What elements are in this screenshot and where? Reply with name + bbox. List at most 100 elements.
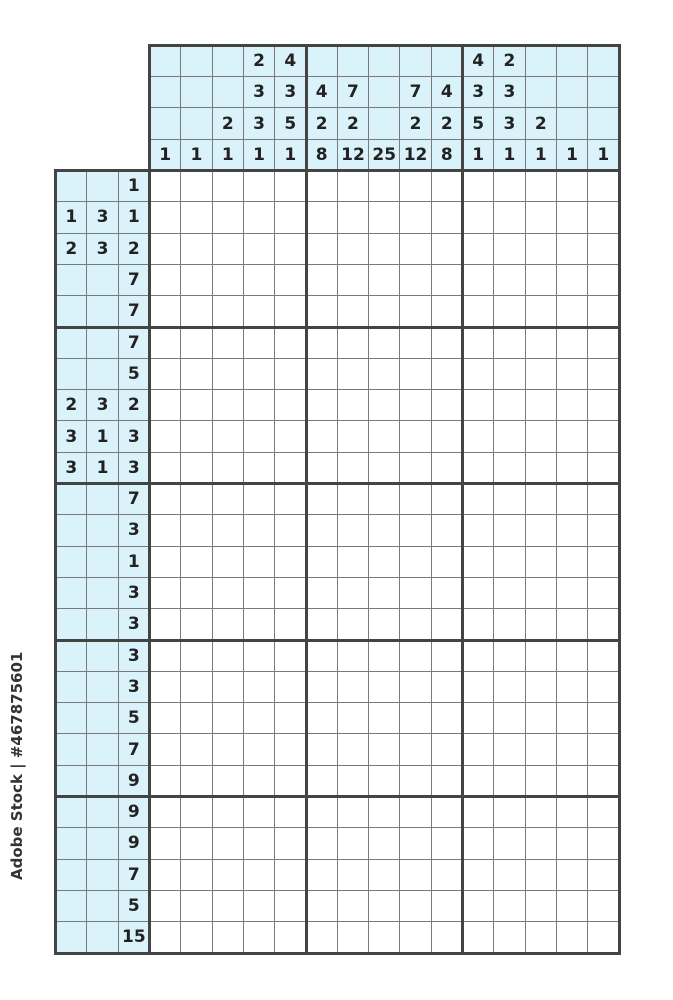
grid-cell[interactable] bbox=[430, 483, 463, 516]
grid-cell[interactable] bbox=[399, 232, 432, 265]
grid-cell[interactable] bbox=[430, 295, 463, 328]
grid-cell[interactable] bbox=[399, 702, 432, 735]
grid-cell[interactable] bbox=[399, 420, 432, 453]
grid-cell[interactable] bbox=[399, 451, 432, 484]
grid-cell[interactable] bbox=[462, 764, 495, 797]
grid-cell[interactable] bbox=[180, 576, 213, 610]
grid-cell[interactable] bbox=[149, 326, 182, 359]
grid-cell[interactable] bbox=[399, 576, 432, 610]
grid-cell[interactable] bbox=[368, 451, 401, 484]
grid-cell[interactable] bbox=[524, 921, 557, 954]
grid-cell[interactable] bbox=[462, 232, 495, 265]
grid-cell[interactable] bbox=[336, 201, 370, 234]
grid-cell[interactable] bbox=[242, 451, 276, 484]
grid-cell[interactable] bbox=[462, 733, 495, 766]
grid-cell[interactable] bbox=[555, 514, 589, 547]
grid-cell[interactable] bbox=[493, 263, 526, 297]
grid-cell[interactable] bbox=[336, 639, 370, 672]
grid-cell[interactable] bbox=[336, 514, 370, 547]
grid-cell[interactable] bbox=[242, 827, 276, 860]
grid-cell[interactable] bbox=[555, 639, 589, 672]
grid-cell[interactable] bbox=[305, 170, 338, 203]
grid-cell[interactable] bbox=[368, 889, 401, 923]
grid-cell[interactable] bbox=[399, 545, 432, 578]
grid-cell[interactable] bbox=[493, 796, 526, 829]
grid-cell[interactable] bbox=[336, 170, 370, 203]
grid-cell[interactable] bbox=[493, 170, 526, 203]
grid-cell[interactable] bbox=[462, 639, 495, 672]
grid-cell[interactable] bbox=[274, 670, 307, 704]
grid-cell[interactable] bbox=[368, 545, 401, 578]
grid-cell[interactable] bbox=[149, 420, 182, 453]
grid-cell[interactable] bbox=[368, 326, 401, 359]
grid-cell[interactable] bbox=[430, 514, 463, 547]
grid-cell[interactable] bbox=[149, 796, 182, 829]
grid-cell[interactable] bbox=[524, 858, 557, 891]
grid-cell[interactable] bbox=[587, 608, 620, 641]
grid-cell[interactable] bbox=[587, 201, 620, 234]
grid-cell[interactable] bbox=[399, 921, 432, 954]
grid-cell[interactable] bbox=[336, 733, 370, 766]
grid-cell[interactable] bbox=[336, 263, 370, 297]
grid-cell[interactable] bbox=[211, 670, 244, 704]
grid-cell[interactable] bbox=[430, 733, 463, 766]
grid-cell[interactable] bbox=[524, 451, 557, 484]
grid-cell[interactable] bbox=[149, 514, 182, 547]
grid-cell[interactable] bbox=[524, 764, 557, 797]
grid-cell[interactable] bbox=[149, 858, 182, 891]
grid-cell[interactable] bbox=[336, 796, 370, 829]
grid-cell[interactable] bbox=[242, 733, 276, 766]
grid-cell[interactable] bbox=[368, 921, 401, 954]
grid-cell[interactable] bbox=[242, 295, 276, 328]
grid-cell[interactable] bbox=[149, 702, 182, 735]
grid-cell[interactable] bbox=[524, 827, 557, 860]
grid-cell[interactable] bbox=[274, 796, 307, 829]
grid-cell[interactable] bbox=[305, 858, 338, 891]
grid-cell[interactable] bbox=[587, 389, 620, 422]
grid-cell[interactable] bbox=[336, 608, 370, 641]
grid-cell[interactable] bbox=[242, 232, 276, 265]
grid-cell[interactable] bbox=[211, 451, 244, 484]
grid-cell[interactable] bbox=[211, 201, 244, 234]
grid-cell[interactable] bbox=[180, 357, 213, 391]
grid-cell[interactable] bbox=[180, 295, 213, 328]
grid-cell[interactable] bbox=[399, 170, 432, 203]
grid-cell[interactable] bbox=[274, 858, 307, 891]
grid-cell[interactable] bbox=[462, 796, 495, 829]
grid-cell[interactable] bbox=[180, 921, 213, 954]
grid-cell[interactable] bbox=[430, 889, 463, 923]
grid-cell[interactable] bbox=[211, 514, 244, 547]
grid-cell[interactable] bbox=[587, 670, 620, 704]
grid-cell[interactable] bbox=[211, 639, 244, 672]
grid-cell[interactable] bbox=[211, 576, 244, 610]
grid-cell[interactable] bbox=[305, 357, 338, 391]
grid-cell[interactable] bbox=[180, 514, 213, 547]
grid-cell[interactable] bbox=[430, 639, 463, 672]
grid-cell[interactable] bbox=[555, 764, 589, 797]
grid-cell[interactable] bbox=[462, 514, 495, 547]
grid-cell[interactable] bbox=[211, 545, 244, 578]
grid-cell[interactable] bbox=[430, 201, 463, 234]
grid-cell[interactable] bbox=[524, 670, 557, 704]
grid-cell[interactable] bbox=[587, 357, 620, 391]
grid-cell[interactable] bbox=[493, 639, 526, 672]
grid-cell[interactable] bbox=[368, 702, 401, 735]
grid-cell[interactable] bbox=[493, 889, 526, 923]
grid-cell[interactable] bbox=[336, 702, 370, 735]
grid-cell[interactable] bbox=[368, 764, 401, 797]
grid-cell[interactable] bbox=[399, 514, 432, 547]
grid-cell[interactable] bbox=[524, 232, 557, 265]
grid-cell[interactable] bbox=[149, 545, 182, 578]
grid-cell[interactable] bbox=[242, 576, 276, 610]
grid-cell[interactable] bbox=[149, 263, 182, 297]
grid-cell[interactable] bbox=[587, 514, 620, 547]
grid-cell[interactable] bbox=[524, 483, 557, 516]
grid-cell[interactable] bbox=[587, 796, 620, 829]
grid-cell[interactable] bbox=[149, 733, 182, 766]
grid-cell[interactable] bbox=[524, 608, 557, 641]
grid-cell[interactable] bbox=[242, 608, 276, 641]
grid-cell[interactable] bbox=[274, 827, 307, 860]
grid-cell[interactable] bbox=[555, 733, 589, 766]
grid-cell[interactable] bbox=[524, 733, 557, 766]
grid-cell[interactable] bbox=[274, 295, 307, 328]
